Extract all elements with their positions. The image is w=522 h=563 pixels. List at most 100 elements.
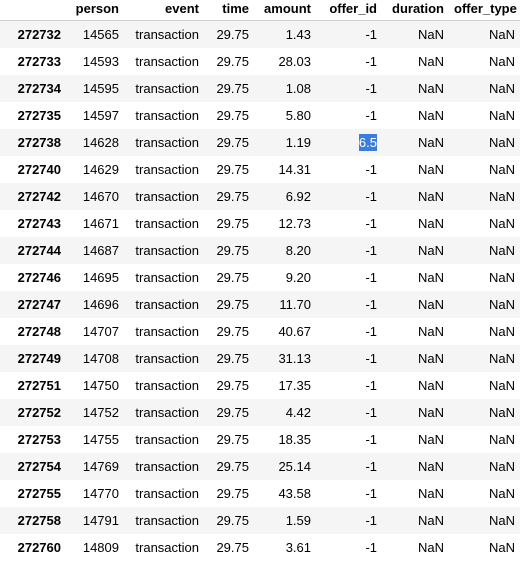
header-person: person: [66, 0, 124, 21]
cell-offer-id: 6.5: [316, 129, 382, 156]
table-header: person event time amount offer_id durati…: [0, 0, 520, 21]
row-index: 272752: [17, 405, 61, 420]
row-index: 272733: [17, 54, 61, 69]
row-index: 272754: [17, 459, 61, 474]
cell-amount: 17.35: [278, 378, 311, 393]
cell-time: 29.75: [216, 108, 249, 123]
row-index: 272742: [17, 189, 61, 204]
cell-offer-type: NaN: [488, 27, 515, 42]
table-row: 272747 14696 transaction 29.75 11.70 -1 NaN NaN: [0, 291, 520, 318]
cell-duration: NaN: [417, 486, 444, 501]
cell-offer-id: -1: [365, 540, 377, 555]
cell-time: 29.75: [216, 216, 249, 231]
cell-amount: 1.19: [285, 135, 311, 150]
cell-time: 29.75: [216, 324, 249, 339]
header-duration: duration: [382, 0, 449, 21]
cell-amount: 8.20: [285, 243, 311, 258]
cell-duration: NaN: [417, 297, 444, 312]
row-index: 272758: [17, 513, 61, 528]
cell-person: 14628: [82, 135, 119, 150]
cell-person: 14565: [82, 27, 119, 42]
cell-offer-id: -1: [365, 351, 377, 366]
cell-person: 14707: [82, 324, 119, 339]
cell-time: 29.75: [216, 81, 249, 96]
cell-offer-type: NaN: [488, 189, 515, 204]
cell-time: 29.75: [216, 189, 249, 204]
cell-amount: 25.14: [278, 459, 311, 474]
cell-offer-id: -1: [365, 108, 377, 123]
cell-person: 14770: [82, 486, 119, 501]
table-row: 272760 14809 transaction 29.75 3.61 -1 NaN NaN: [0, 534, 520, 561]
cell-time: 29.75: [216, 432, 249, 447]
cell-amount: 43.58: [278, 486, 311, 501]
cell-person: 14791: [82, 513, 119, 528]
table-row: 272758 14791 transaction 29.75 1.59 -1 NaN NaN: [0, 507, 520, 534]
cell-duration: NaN: [417, 108, 444, 123]
cell-duration: NaN: [417, 216, 444, 231]
row-index: 272760: [17, 540, 61, 555]
row-index: 272732: [17, 27, 61, 42]
cell-offer-id: -1: [365, 189, 377, 204]
cell-offer-id: -1: [365, 81, 377, 96]
cell-duration: NaN: [417, 54, 444, 69]
cell-offer-type: NaN: [488, 540, 515, 555]
cell-offer-type: NaN: [488, 459, 515, 474]
cell-time: 29.75: [216, 135, 249, 150]
row-index: 272755: [17, 486, 61, 501]
table-row: 272751 14750 transaction 29.75 17.35 -1 NaN NaN: [0, 372, 520, 399]
cell-offer-type: NaN: [488, 405, 515, 420]
cell-person: 14695: [82, 270, 119, 285]
cell-amount: 3.61: [285, 540, 311, 555]
cell-time: 29.75: [216, 270, 249, 285]
cell-event: transaction: [135, 378, 199, 393]
row-index: 272747: [17, 297, 61, 312]
header-offer-type: offer_type: [449, 0, 520, 21]
cell-offer-type: NaN: [488, 108, 515, 123]
cell-person: 14595: [82, 81, 119, 96]
selected-text-highlight[interactable]: 6.5: [358, 134, 377, 151]
cell-offer-type: NaN: [488, 135, 515, 150]
cell-offer-id: -1: [365, 513, 377, 528]
cell-time: 29.75: [216, 513, 249, 528]
cell-event: transaction: [135, 351, 199, 366]
table-row: 272735 14597 transaction 29.75 5.80 -1 NaN NaN: [0, 102, 520, 129]
cell-duration: NaN: [417, 189, 444, 204]
row-index: 272746: [17, 270, 61, 285]
row-index: 272734: [17, 81, 61, 96]
cell-event: transaction: [135, 486, 199, 501]
header-event: event: [124, 0, 204, 21]
cell-offer-type: NaN: [488, 486, 515, 501]
cell-amount: 9.20: [285, 270, 311, 285]
table-row: 272755 14770 transaction 29.75 43.58 -1 NaN NaN: [0, 480, 520, 507]
row-index: 272749: [17, 351, 61, 366]
cell-offer-type: NaN: [488, 54, 515, 69]
cell-person: 14708: [82, 351, 119, 366]
cell-offer-id: -1: [365, 432, 377, 447]
header-row: person event time amount offer_id durati…: [0, 0, 520, 21]
cell-person: 14597: [82, 108, 119, 123]
cell-amount: 14.31: [278, 162, 311, 177]
cell-person: 14593: [82, 54, 119, 69]
cell-event: transaction: [135, 81, 199, 96]
cell-person: 14752: [82, 405, 119, 420]
cell-offer-id: -1: [365, 27, 377, 42]
cell-amount: 18.35: [278, 432, 311, 447]
row-index: 272740: [17, 162, 61, 177]
cell-amount: 12.73: [278, 216, 311, 231]
cell-event: transaction: [135, 54, 199, 69]
cell-time: 29.75: [216, 297, 249, 312]
cell-time: 29.75: [216, 162, 249, 177]
cell-time: 29.75: [216, 405, 249, 420]
cell-event: transaction: [135, 432, 199, 447]
cell-time: 29.75: [216, 243, 249, 258]
cell-time: 29.75: [216, 459, 249, 474]
cell-offer-type: NaN: [488, 513, 515, 528]
cell-duration: NaN: [417, 513, 444, 528]
cell-duration: NaN: [417, 27, 444, 42]
cell-offer-id: -1: [365, 324, 377, 339]
cell-amount: 5.80: [285, 108, 311, 123]
cell-duration: NaN: [417, 270, 444, 285]
cell-person: 14671: [82, 216, 119, 231]
